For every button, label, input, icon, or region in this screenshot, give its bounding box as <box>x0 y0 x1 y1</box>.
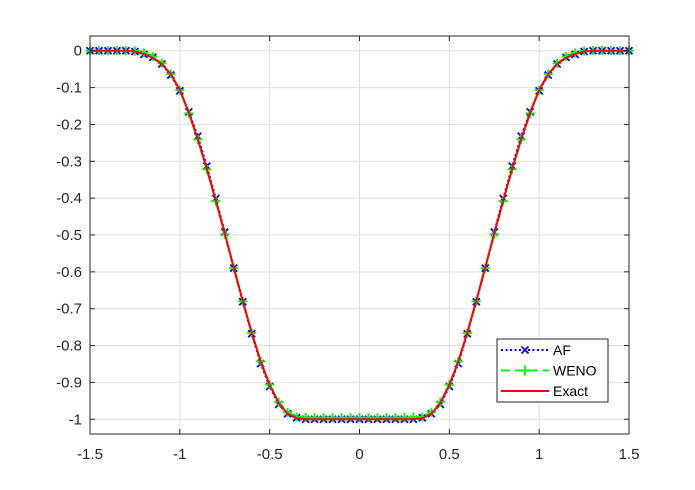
x-tick-label: -1 <box>173 446 186 463</box>
y-tick-label: -0.4 <box>56 190 82 207</box>
y-tick-label: -0.3 <box>56 153 82 170</box>
data-point-weno <box>381 413 391 423</box>
marker-plus <box>337 413 347 423</box>
data-point-weno <box>328 413 338 423</box>
legend-label-weno: WENO <box>553 363 597 379</box>
legend-label-exact: Exact <box>553 383 588 399</box>
y-tick-label: -0.8 <box>56 338 82 355</box>
x-tick-label: 0.5 <box>439 446 460 463</box>
marker-plus <box>355 413 364 423</box>
marker-plus <box>346 413 356 423</box>
data-point-weno <box>363 413 373 423</box>
marker-plus <box>319 413 329 423</box>
marker-plus <box>390 413 400 423</box>
y-tick-label: -0.2 <box>56 116 82 133</box>
x-tick-label: -0.5 <box>257 446 283 463</box>
data-point-weno <box>399 412 409 422</box>
marker-plus <box>301 412 311 422</box>
marker-plus <box>328 413 338 423</box>
data-point-weno <box>337 413 347 423</box>
data-point-weno <box>301 412 311 422</box>
legend-label-af: AF <box>553 342 571 358</box>
y-tick-label: -0.1 <box>56 80 82 97</box>
y-tick-label: 0 <box>74 43 82 60</box>
data-point-weno <box>346 413 356 423</box>
marker-plus <box>372 413 382 423</box>
legend: AF WENO Exact <box>496 338 609 403</box>
series-line-exact <box>90 49 629 421</box>
marker-plus <box>310 413 320 423</box>
x-tick-label: 1.5 <box>619 446 640 463</box>
marker-plus <box>363 413 373 423</box>
marker-plus <box>381 413 391 423</box>
legend-marker-x <box>520 345 530 355</box>
y-tick-label: -0.7 <box>56 301 82 318</box>
x-tick-label: 1 <box>535 446 543 463</box>
data-point-weno <box>372 413 382 423</box>
marker-plus <box>399 412 409 422</box>
y-tick-label: -0.5 <box>56 227 82 244</box>
data-point-weno <box>390 413 400 423</box>
y-tick-label: -0.9 <box>56 374 82 391</box>
y-tick-label: -1 <box>69 411 82 428</box>
x-tick-label: 0 <box>355 446 363 463</box>
legend-marker-plus <box>520 365 530 376</box>
data-point-weno <box>319 413 329 423</box>
data-point-weno <box>310 413 320 423</box>
data-point-weno <box>355 413 364 423</box>
y-tick-label: -0.6 <box>56 264 82 281</box>
x-tick-label: -1.5 <box>77 446 103 463</box>
